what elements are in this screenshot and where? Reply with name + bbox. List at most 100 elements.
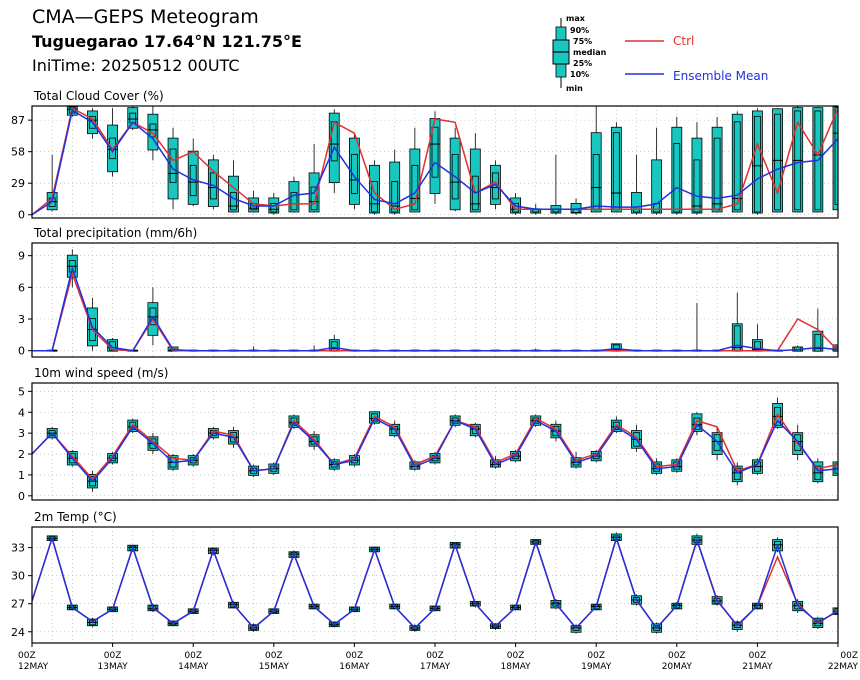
panel-wind: 10m wind speed (m/s) 0 1 2 3 4 5	[18, 366, 839, 503]
box-cloud-36	[752, 108, 763, 215]
ctrl-line-wind	[32, 412, 838, 481]
plot-area-temp	[32, 532, 838, 634]
xtick-hour-5: 00Z	[426, 651, 444, 661]
p10-p90-box-cloud-30	[631, 192, 642, 214]
box-cloud-34	[711, 116, 723, 213]
box-cloud-26	[550, 154, 562, 215]
ytick-label-wind-3: 3	[18, 427, 25, 440]
box-cloud-35	[731, 111, 743, 213]
iqr-box-cloud-28	[592, 154, 600, 211]
legend-p10: 10%	[570, 70, 589, 79]
iqr-box-cloud-24	[512, 202, 519, 213]
legend-lines: Ctrl Ensemble Mean	[625, 34, 768, 83]
xtick-day-6: 18MAY	[501, 662, 532, 672]
box-wind-33	[691, 412, 703, 436]
ytick-label-temp-0: 24	[11, 626, 25, 639]
legend-q3: 75%	[573, 37, 592, 46]
panel-frame-wind	[31, 382, 839, 501]
ytick-label-wind-4: 4	[18, 406, 25, 419]
iqr-box-cloud-29	[612, 132, 620, 211]
ytick-label-temp-3: 33	[11, 542, 25, 555]
xtick-day-10: 22MAY	[828, 662, 859, 672]
iqr-box-cloud-33	[693, 159, 701, 213]
box-cloud-6	[147, 106, 159, 161]
legend-min: min	[566, 84, 583, 93]
panel-temp: 2m Temp (°C) 24 27 30 33	[11, 510, 839, 644]
box-cloud-8	[187, 138, 199, 207]
iqr-box-cloud-36	[754, 115, 761, 213]
iqr-box-precip-15	[330, 341, 338, 352]
ytick-label-cloud-2: 58	[11, 146, 25, 159]
xtick-hour-2: 00Z	[184, 651, 202, 661]
panel-title-precip: Total precipitation (mm/6h)	[33, 226, 197, 240]
legend-p90: 90%	[570, 26, 589, 35]
box-cloud-27	[570, 198, 582, 215]
box-cloud-31	[651, 127, 663, 215]
iqr-box-cloud-14	[310, 186, 318, 211]
xtick-hour-10: 00Z	[840, 651, 858, 661]
box-precip-36	[752, 324, 763, 352]
xtick-day-1: 13MAY	[98, 662, 129, 672]
xtick-day-4: 16MAY	[339, 662, 370, 672]
mean-line-precip	[32, 265, 838, 352]
box-cloud-21	[449, 127, 461, 212]
iqr-box-cloud-13	[290, 192, 298, 211]
iqr-box-wind-35	[733, 467, 741, 481]
box-cloud-28	[590, 106, 602, 213]
panel-frame-temp	[31, 526, 839, 644]
box-cloud-37	[772, 108, 783, 213]
iqr-box-cloud-40	[834, 107, 838, 205]
xtick-hour-7: 00Z	[587, 651, 605, 661]
xtick-day-0: 12MAY	[18, 662, 49, 672]
legend-ctrl-label: Ctrl	[673, 34, 694, 48]
legend-median: median	[573, 48, 607, 57]
box-cloud-4	[107, 108, 118, 177]
ytick-label-wind-2: 2	[18, 448, 25, 461]
xtick-day-8: 20MAY	[662, 662, 693, 672]
box-cloud-16	[348, 133, 360, 210]
xtick-hour-8: 00Z	[668, 651, 686, 661]
ytick-label-temp-1: 27	[11, 598, 25, 611]
iqr-box-cloud-15	[330, 121, 338, 162]
xtick-day-3: 15MAY	[259, 662, 290, 672]
xtick-day-5: 17MAY	[420, 662, 451, 672]
box-wind-34	[711, 426, 723, 461]
iqr-box-cloud-10	[230, 192, 237, 211]
ytick-label-precip-1: 3	[18, 313, 25, 326]
xtick-hour-0: 00Z	[18, 651, 36, 661]
panel-frame-precip	[31, 242, 839, 358]
box-cloud-22	[469, 133, 481, 213]
xtick-hour-3: 00Z	[265, 651, 283, 661]
box-cloud-9	[207, 154, 219, 210]
mean-line-wind	[32, 417, 838, 483]
xtick-day-9: 21MAY	[742, 662, 773, 672]
iqr-box-cloud-12	[270, 202, 278, 213]
ytick-label-precip-3: 9	[18, 250, 25, 263]
ytick-label-precip-2: 6	[18, 281, 25, 294]
ytick-label-precip-0: 0	[18, 345, 25, 358]
box-cloud-20	[429, 111, 441, 204]
box-temp-3	[87, 617, 98, 628]
iqr-box-cloud-32	[673, 143, 681, 213]
ytick-label-cloud-1: 29	[11, 177, 25, 190]
box-precip-3	[87, 297, 98, 351]
ytick-label-wind-0: 0	[18, 490, 25, 503]
legend-box-key: max 90% 75% median 25% 10% min	[552, 14, 607, 93]
xtick-day-2: 14MAY	[178, 662, 209, 672]
xtick-hour-4: 00Z	[346, 651, 364, 661]
iqr-box-wind-33	[693, 417, 701, 430]
legend-mean-label: Ensemble Mean	[673, 69, 768, 83]
panel-title-temp: 2m Temp (°C)	[34, 510, 117, 524]
box-cloud-19	[409, 127, 421, 213]
panel-precip: Total precipitation (mm/6h) 0 3 6 9	[18, 226, 839, 358]
plot-area-wind	[32, 397, 838, 492]
mean-line-temp	[32, 535, 838, 630]
location-label: Tuguegarao 17.64°N 121.75°E	[32, 32, 302, 51]
box-cloud-33	[691, 122, 703, 215]
legend-max: max	[566, 14, 586, 23]
panel-title-wind: 10m wind speed (m/s)	[34, 366, 168, 380]
iqr-box-precip-39	[814, 333, 822, 352]
box-cloud-17	[369, 160, 380, 215]
